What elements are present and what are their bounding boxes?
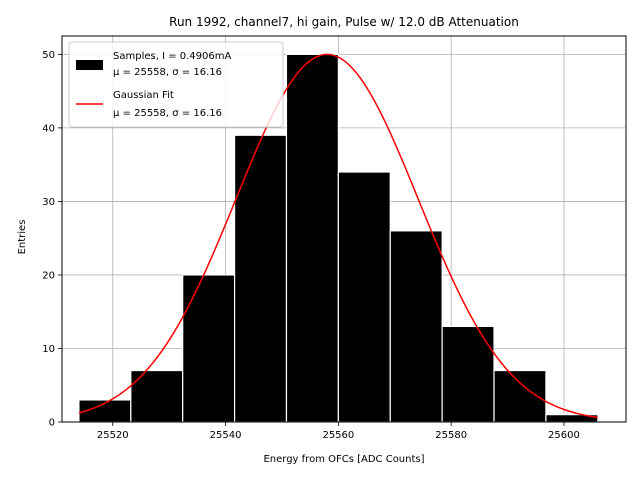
histogram-bar [182, 274, 236, 423]
legend-box [68, 41, 284, 128]
y-tick-label: 0 [49, 418, 55, 429]
legend-sublabel-samples: μ = 25558, σ = 16.16 [113, 67, 222, 78]
histogram-bar [441, 325, 495, 423]
y-tick-label: 20 [42, 270, 55, 281]
histogram-bars [78, 53, 599, 423]
histogram-bar [233, 134, 288, 423]
y-axis-label: Entries [17, 220, 28, 255]
x-tick-label: 25520 [97, 430, 129, 441]
x-axis-label: Energy from OFCs [ADC Counts] [263, 454, 424, 465]
histogram-bar [337, 171, 391, 423]
x-tick-label: 25560 [322, 430, 354, 441]
legend-swatch-samples [76, 60, 103, 70]
x-axis-ticks: 25520 25540 25560 25580 25600 [97, 422, 580, 441]
y-tick-label: 40 [42, 123, 55, 134]
y-axis-ticks: 0 10 20 30 40 50 [42, 50, 62, 429]
legend-label-samples: Samples, I = 0.4906mA [113, 51, 231, 62]
y-tick-label: 50 [42, 50, 55, 61]
x-tick-label: 25600 [548, 430, 580, 441]
plot-frame [61, 35, 627, 423]
x-tick-label: 25580 [435, 430, 467, 441]
y-tick-label: 10 [42, 344, 55, 355]
histogram-bar [130, 369, 184, 423]
chart-title: Run 1992, channel7, hi gain, Pulse w/ 12… [169, 15, 519, 29]
gaussian-fit-line [78, 53, 598, 419]
y-tick-label: 30 [42, 197, 55, 208]
histogram-bar [285, 53, 339, 423]
x-tick-label: 25540 [210, 430, 242, 441]
legend: Samples, I = 0.4906mA μ = 25558, σ = 16.… [68, 41, 284, 128]
legend-sublabel-fit: μ = 25558, σ = 16.16 [113, 108, 222, 119]
histogram-bar [389, 230, 443, 423]
legend-label-fit: Gaussian Fit [113, 90, 174, 101]
